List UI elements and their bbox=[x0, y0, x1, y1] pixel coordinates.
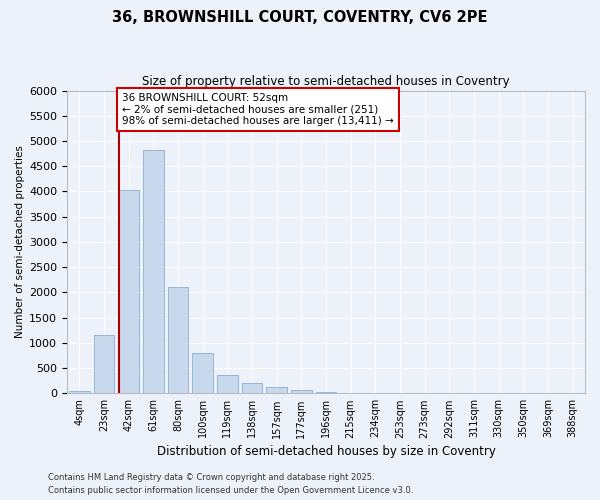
Bar bbox=[242, 384, 262, 394]
Bar bbox=[291, 390, 312, 394]
Bar bbox=[69, 390, 90, 394]
Text: 36, BROWNSHILL COURT, COVENTRY, CV6 2PE: 36, BROWNSHILL COURT, COVENTRY, CV6 2PE bbox=[112, 10, 488, 25]
Bar bbox=[143, 150, 164, 394]
X-axis label: Distribution of semi-detached houses by size in Coventry: Distribution of semi-detached houses by … bbox=[157, 444, 496, 458]
Bar bbox=[266, 388, 287, 394]
Bar bbox=[192, 354, 213, 394]
Text: 36 BROWNSHILL COURT: 52sqm
← 2% of semi-detached houses are smaller (251)
98% of: 36 BROWNSHILL COURT: 52sqm ← 2% of semi-… bbox=[122, 93, 394, 126]
Bar bbox=[94, 336, 115, 394]
Title: Size of property relative to semi-detached houses in Coventry: Size of property relative to semi-detach… bbox=[142, 75, 510, 88]
Bar bbox=[217, 375, 238, 394]
Bar bbox=[118, 190, 139, 394]
Bar bbox=[167, 288, 188, 394]
Text: Contains HM Land Registry data © Crown copyright and database right 2025.
Contai: Contains HM Land Registry data © Crown c… bbox=[48, 474, 413, 495]
Y-axis label: Number of semi-detached properties: Number of semi-detached properties bbox=[15, 146, 25, 338]
Bar bbox=[316, 392, 337, 394]
